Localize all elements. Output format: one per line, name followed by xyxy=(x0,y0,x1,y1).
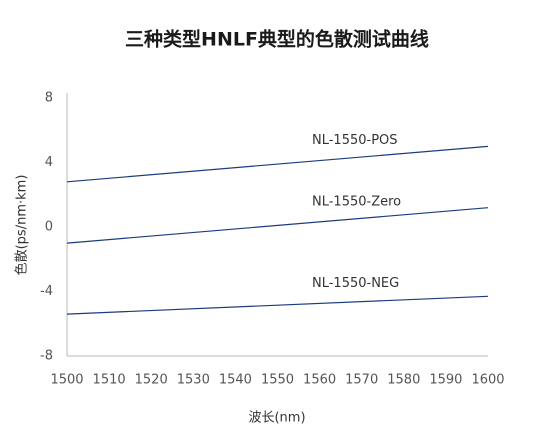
y-tick-label: -4 xyxy=(40,284,53,299)
x-tick-label: 1510 xyxy=(93,373,126,388)
series-label-nl-1550-neg: NL-1550-NEG xyxy=(312,276,399,291)
series-layer: NL-1550-POS NL-1550-Zero NL-1550-NEG xyxy=(66,133,489,315)
y-tick-label: -8 xyxy=(40,349,53,364)
y-tick-label: 0 xyxy=(45,220,53,235)
x-axis-label: 波长(nm) xyxy=(248,411,305,426)
series-line-nl-1550-pos xyxy=(66,145,489,183)
y-axis-label: 色散(ps/nm·km) xyxy=(14,175,30,276)
series-line-nl-1550-zero xyxy=(66,207,489,244)
x-tick-label: 1600 xyxy=(471,373,504,388)
x-tick-label: 1560 xyxy=(303,373,336,388)
x-tick-label: 1530 xyxy=(177,373,210,388)
series-line-nl-1550-neg xyxy=(66,295,489,315)
x-tick-labels: 1500 1510 1520 1530 1540 1550 1560 1570 1580 1590… xyxy=(50,373,504,388)
x-tick-label: 1540 xyxy=(219,373,252,388)
x-tick-label: 1550 xyxy=(261,373,294,388)
y-tick-label: 8 xyxy=(45,91,53,106)
x-tick-label: 1580 xyxy=(387,373,420,388)
series-label-nl-1550-zero: NL-1550-Zero xyxy=(312,195,401,210)
y-tick-label: 4 xyxy=(45,155,53,170)
series-label-nl-1550-pos: NL-1550-POS xyxy=(312,133,398,148)
y-tick-labels: 8 4 0 -4 -8 xyxy=(40,91,53,364)
x-tick-label: 1520 xyxy=(135,373,168,388)
x-tick-label: 1590 xyxy=(429,373,462,388)
x-tick-label: 1500 xyxy=(50,373,83,388)
x-tick-label: 1570 xyxy=(345,373,378,388)
chart-title: 三种类型HNLF典型的色散测试曲线 xyxy=(125,28,429,51)
